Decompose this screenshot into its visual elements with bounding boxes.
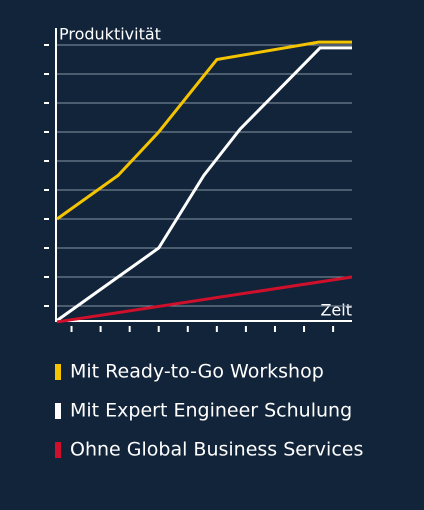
legend-swatch bbox=[55, 442, 61, 458]
series-line bbox=[56, 40, 352, 221]
series-line bbox=[56, 46, 352, 322]
series-line bbox=[56, 275, 353, 324]
legend-swatch bbox=[55, 364, 61, 380]
legend-label: Mit Ready-to-Go Workshop bbox=[70, 361, 324, 383]
legend-label: Ohne Global Business Services bbox=[70, 439, 363, 461]
legend-label: Mit Expert Engineer Schulung bbox=[70, 400, 352, 422]
legend-swatch bbox=[55, 403, 61, 419]
x-axis-title: Zeit bbox=[320, 301, 352, 320]
y-axis-title: Produktivität bbox=[59, 25, 161, 44]
